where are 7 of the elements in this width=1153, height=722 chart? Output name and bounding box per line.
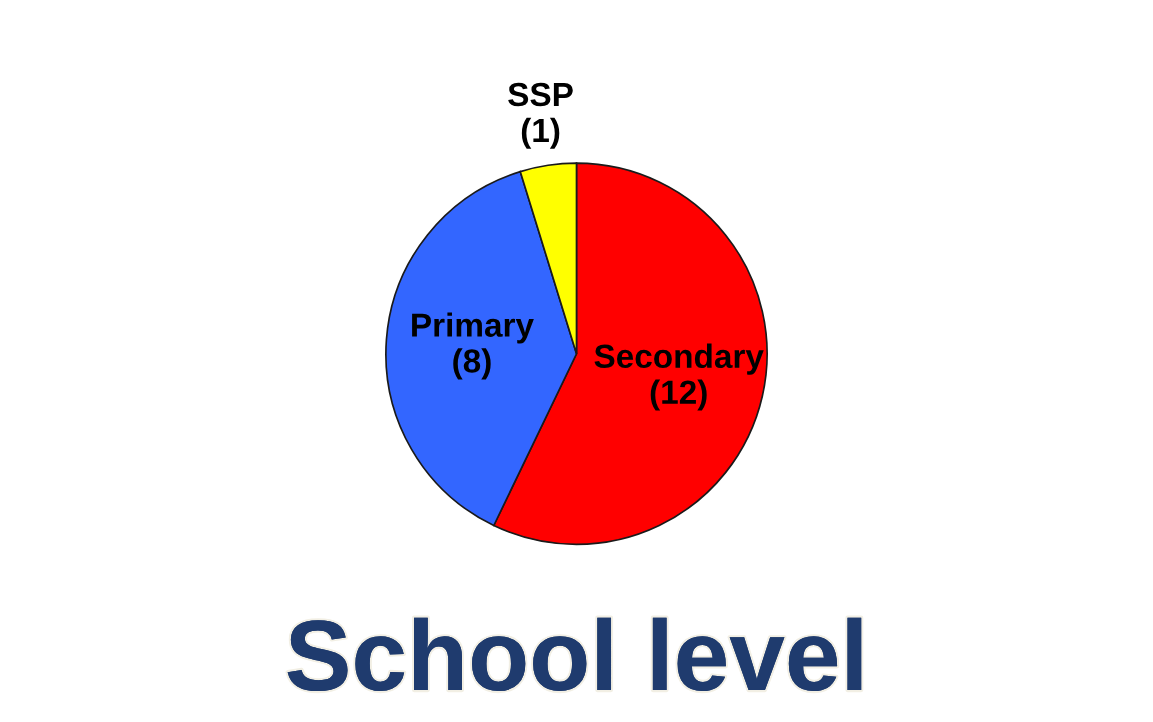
- slice-label: Secondary: [594, 343, 764, 375]
- data-label: (1): [521, 117, 560, 149]
- data-label: (12): [650, 379, 707, 411]
- text: School level: [287, 617, 862, 692]
- slice-label: Primary: [412, 312, 534, 344]
- slice-label: SSP: [508, 82, 573, 107]
- data-label: (8): [453, 348, 491, 380]
